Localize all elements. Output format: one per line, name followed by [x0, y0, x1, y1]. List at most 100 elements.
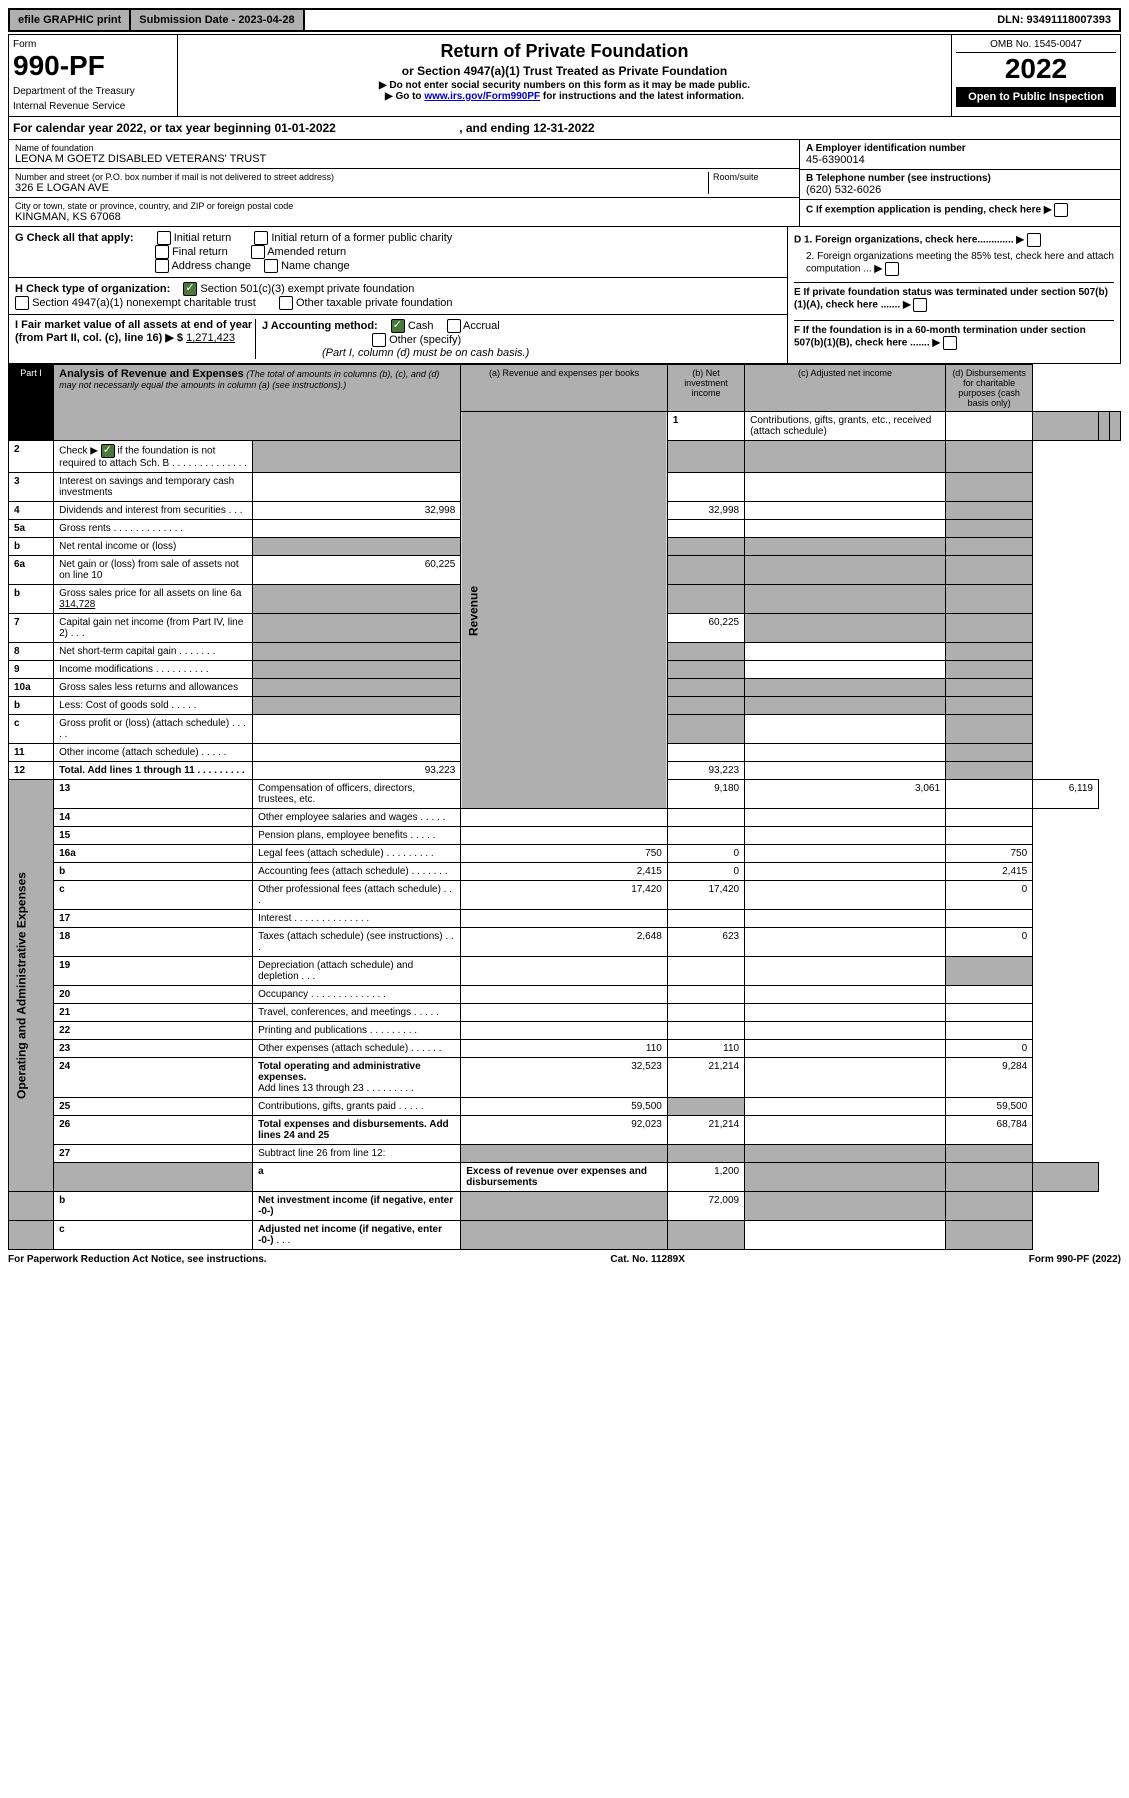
r22: Printing and publications: [258, 1025, 367, 1036]
r13b: 3,061: [745, 780, 946, 809]
r21: Travel, conferences, and meetings: [258, 1007, 411, 1018]
left-sections: G Check all that apply: Initial return I…: [9, 227, 788, 363]
subtitle: or Section 4947(a)(1) Trust Treated as P…: [184, 64, 945, 78]
j-accrual-checkbox[interactable]: [447, 319, 461, 333]
r16c-b: 17,420: [667, 881, 744, 910]
expenses-label: Operating and Administrative Expenses: [9, 780, 54, 1192]
g-name-checkbox[interactable]: [264, 259, 278, 273]
phone-cell: B Telephone number (see instructions) (6…: [800, 170, 1120, 200]
r13: Compensation of officers, directors, tru…: [253, 780, 461, 809]
r19: Depreciation (attach schedule) and deple…: [258, 960, 413, 982]
d1-checkbox[interactable]: [1027, 233, 1041, 247]
header-left: Form 990-PF Department of the Treasury I…: [9, 35, 178, 116]
c-checkbox[interactable]: [1054, 203, 1068, 217]
r25a: 59,500: [461, 1098, 668, 1116]
j-cash: Cash: [408, 320, 434, 332]
d2-checkbox[interactable]: [885, 262, 899, 276]
lower-info: G Check all that apply: Initial return I…: [8, 227, 1121, 364]
f-checkbox[interactable]: [943, 336, 957, 350]
g-former-checkbox[interactable]: [254, 231, 268, 245]
table-row: 24Total operating and administrative exp…: [9, 1058, 1121, 1098]
main-table: Part I Analysis of Revenue and Expenses …: [8, 364, 1121, 1250]
r16b: Accounting fees (attach schedule): [258, 866, 409, 877]
j-other: Other (specify): [389, 334, 461, 346]
inst2: ▶ Go to www.irs.gov/Form990PF for instru…: [184, 91, 945, 102]
ein-label: A Employer identification number: [806, 143, 1114, 154]
h-label: H Check type of organization:: [15, 283, 170, 295]
open-public: Open to Public Inspection: [956, 87, 1116, 107]
r16a-d: 750: [946, 845, 1033, 863]
efile-button[interactable]: efile GRAPHIC print: [10, 10, 131, 30]
inst2-prefix: ▶ Go to: [385, 91, 422, 102]
r16a: Legal fees (attach schedule): [258, 848, 384, 859]
d2-label: 2. Foreign organizations meeting the 85%…: [806, 251, 1114, 275]
city-cell: City or town, state or province, country…: [9, 198, 799, 226]
r16b-b: 0: [667, 863, 744, 881]
r3: Interest on savings and temporary cash i…: [54, 473, 253, 502]
r13a: 9,180: [667, 780, 744, 809]
g-initial-checkbox[interactable]: [157, 231, 171, 245]
name-label: Name of foundation: [15, 143, 793, 153]
r23d: 0: [946, 1040, 1033, 1058]
g-opt0: Initial return: [174, 232, 231, 244]
city-label: City or town, state or province, country…: [15, 201, 793, 211]
h3-checkbox[interactable]: [279, 296, 293, 310]
table-row: bNet investment income (if negative, ent…: [9, 1192, 1121, 1221]
phone-label: B Telephone number (see instructions): [806, 173, 1114, 184]
r13d: 6,119: [1033, 780, 1099, 809]
j-cash-checkbox[interactable]: [391, 319, 405, 333]
irs-link[interactable]: www.irs.gov/Form990PF: [424, 91, 540, 102]
r26: Total expenses and disbursements. Add li…: [253, 1116, 461, 1145]
g-amended-checkbox[interactable]: [251, 245, 265, 259]
arrow-icon: ▶: [1044, 205, 1052, 216]
g-address-checkbox[interactable]: [155, 259, 169, 273]
form-header: Form 990-PF Department of the Treasury I…: [8, 34, 1121, 117]
revenue-label: Revenue: [461, 412, 668, 809]
r16b-d: 2,415: [946, 863, 1033, 881]
foundation-name-cell: Name of foundation LEONA M GOETZ DISABLE…: [9, 140, 799, 169]
r24d: 9,284: [946, 1058, 1033, 1098]
r23b: 110: [667, 1040, 744, 1058]
r27a-a: 1,200: [667, 1163, 744, 1192]
r26a: 92,023: [461, 1116, 668, 1145]
r5b: Net rental income or (loss): [54, 538, 253, 556]
table-row: 14Other employee salaries and wages . . …: [9, 809, 1121, 827]
col-d-header: (d) Disbursements for charitable purpose…: [946, 365, 1033, 412]
r23: Other expenses (attach schedule): [258, 1043, 408, 1054]
j-other-checkbox[interactable]: [372, 333, 386, 347]
e-checkbox[interactable]: [913, 298, 927, 312]
r8: Net short-term capital gain: [59, 646, 176, 657]
r24b: 21,214: [667, 1058, 744, 1098]
r6b-val: 314,728: [59, 599, 95, 610]
g-final-checkbox[interactable]: [155, 245, 169, 259]
footer-left: For Paperwork Reduction Act Notice, see …: [8, 1254, 267, 1265]
table-row: 15Pension plans, employee benefits . . .…: [9, 827, 1121, 845]
h2-checkbox[interactable]: [15, 296, 29, 310]
r4b: 32,998: [667, 502, 744, 520]
f-row: F If the foundation is in a 60-month ter…: [794, 320, 1114, 354]
r11: Other income (attach schedule): [59, 747, 199, 758]
table-row: 21Travel, conferences, and meetings . . …: [9, 1004, 1121, 1022]
r24a: 32,523: [461, 1058, 668, 1098]
col-b-header: (b) Net investment income: [667, 365, 744, 412]
r16a-b: 0: [667, 845, 744, 863]
table-row: bAccounting fees (attach schedule) . . .…: [9, 863, 1121, 881]
main-title: Return of Private Foundation: [184, 41, 945, 62]
info-grid: Name of foundation LEONA M GOETZ DISABLE…: [8, 140, 1121, 227]
j-note: (Part I, column (d) must be on cash basi…: [322, 347, 529, 359]
r10b: Less: Cost of goods sold: [59, 700, 169, 711]
r2-checkbox[interactable]: [101, 444, 115, 458]
table-row: 26Total expenses and disbursements. Add …: [9, 1116, 1121, 1145]
r24b-text: Add lines 13 through 23: [258, 1083, 364, 1094]
h1-checkbox[interactable]: [183, 282, 197, 296]
table-row: 25Contributions, gifts, grants paid . . …: [9, 1098, 1121, 1116]
table-row: 23Other expenses (attach schedule) . . .…: [9, 1040, 1121, 1058]
r7: Capital gain net income (from Part IV, l…: [59, 617, 243, 639]
r9: Income modifications: [59, 664, 153, 675]
addr-label: Number and street (or P.O. box number if…: [15, 172, 708, 182]
r17: Interest: [258, 913, 291, 924]
g-opt1: Initial return of a former public charit…: [271, 232, 452, 244]
r2-prefix: Check ▶: [59, 446, 98, 457]
ein-cell: A Employer identification number 45-6390…: [800, 140, 1120, 170]
foundation-name: LEONA M GOETZ DISABLED VETERANS' TRUST: [15, 153, 793, 165]
